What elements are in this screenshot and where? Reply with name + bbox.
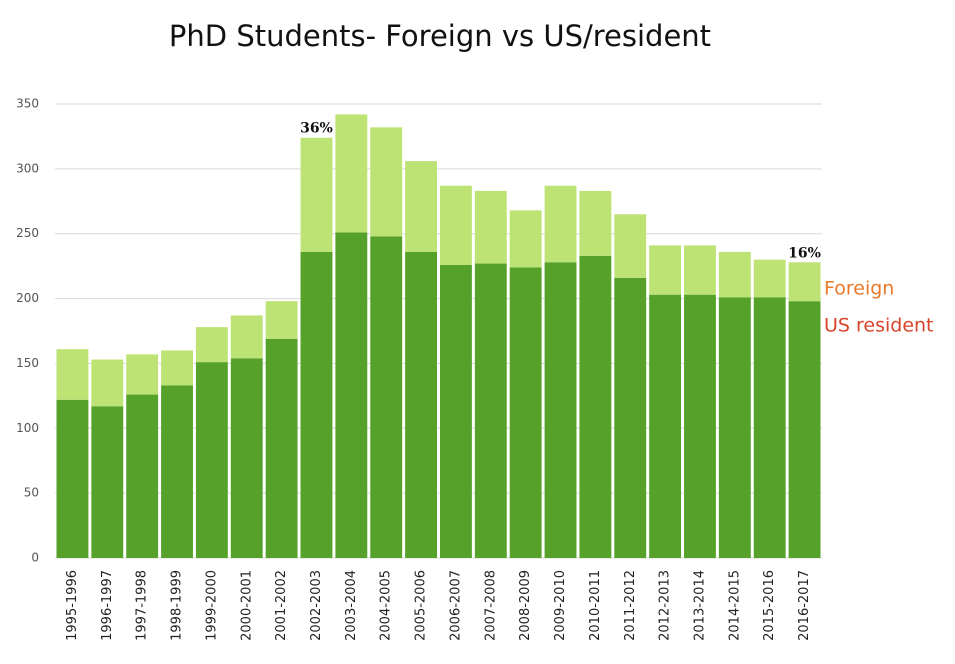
bar-segment xyxy=(91,359,124,407)
bar-segment xyxy=(265,338,298,558)
x-tick-label: 1999-2000 xyxy=(204,570,219,641)
x-tick-label: 1995-1996 xyxy=(65,570,80,641)
bar-segment xyxy=(579,190,612,256)
y-tick-label: 350 xyxy=(16,97,39,111)
x-tick-label: 2014-2015 xyxy=(727,570,742,641)
chart-title: PhD Students- Foreign vs US/resident xyxy=(169,19,711,53)
x-tick-label: 2003-2004 xyxy=(344,570,359,641)
y-tick-label: 0 xyxy=(31,551,39,565)
bar-segment xyxy=(544,185,577,263)
legend-label: US resident xyxy=(824,315,934,337)
y-tick-label: 50 xyxy=(24,486,39,500)
x-tick-label: 2010-2011 xyxy=(588,570,603,641)
bar-segment xyxy=(126,354,159,395)
x-tick-label: 2008-2009 xyxy=(518,570,533,641)
bar-segment xyxy=(718,251,751,298)
x-tick-label: 2015-2016 xyxy=(762,570,777,641)
x-tick-label: 1997-1998 xyxy=(135,570,150,641)
x-tick-label: 2013-2014 xyxy=(692,570,707,641)
bar-segment xyxy=(684,294,716,558)
y-tick-label: 100 xyxy=(16,421,39,435)
bar-segment xyxy=(718,297,751,558)
bar-segment xyxy=(300,137,333,252)
bar-segment xyxy=(684,245,716,295)
x-tick-label: 2006-2007 xyxy=(448,570,463,641)
x-tick-label: 2007-2008 xyxy=(483,570,498,641)
bar-segment xyxy=(649,245,682,295)
bar-segment xyxy=(440,185,472,265)
bar-segment xyxy=(195,362,228,558)
bar-segment xyxy=(405,161,437,252)
x-tick-label: 2011-2012 xyxy=(623,570,638,641)
annotation: 36% xyxy=(300,121,333,137)
x-tick-label: 2004-2005 xyxy=(379,570,394,641)
bar-segment xyxy=(788,262,821,302)
annotation: 16% xyxy=(788,245,821,261)
bar-segment xyxy=(300,251,333,559)
x-tick-label: 2000-2001 xyxy=(239,570,254,641)
bar-segment xyxy=(440,264,472,558)
bar-segment xyxy=(649,294,682,558)
bar-segment xyxy=(753,259,786,298)
y-tick-label: 300 xyxy=(16,161,39,175)
bar-segment xyxy=(335,232,368,558)
bar-segment xyxy=(370,127,403,237)
bar-segment xyxy=(753,297,786,558)
bar-segment xyxy=(161,385,193,558)
y-tick-label: 200 xyxy=(16,291,39,305)
bar-segment xyxy=(265,301,298,339)
x-tick-label: 2012-2013 xyxy=(658,570,673,641)
bar-segment xyxy=(544,262,577,558)
bar-segment xyxy=(91,406,124,558)
x-tick-label: 2009-2010 xyxy=(553,570,568,641)
bar-segment xyxy=(370,236,403,558)
bar-segment xyxy=(509,267,542,558)
x-tick-label: 2002-2003 xyxy=(309,570,324,641)
bar-segment xyxy=(126,394,159,558)
y-tick-label: 150 xyxy=(16,356,39,370)
bar-segment xyxy=(161,350,193,386)
x-tick-label: 2016-2017 xyxy=(797,570,812,641)
bar-segment xyxy=(788,301,821,558)
x-tick-label: 1998-1999 xyxy=(170,570,185,641)
bar-segment xyxy=(579,255,612,558)
bar-segment xyxy=(405,251,437,559)
bar-segment xyxy=(56,399,89,558)
bar-segment xyxy=(474,190,507,264)
bar-segment xyxy=(474,263,507,558)
x-tick-label: 1996-1997 xyxy=(100,570,115,641)
bar-segment xyxy=(230,315,263,359)
bar-segment xyxy=(230,358,263,558)
bar-segment xyxy=(195,327,228,363)
bar-segment xyxy=(509,210,542,268)
bar-segment xyxy=(335,114,368,233)
legend-label: Foreign xyxy=(824,278,894,300)
x-tick-label: 2001-2002 xyxy=(274,570,289,641)
x-tick-label: 2005-2006 xyxy=(414,570,429,641)
y-tick-label: 250 xyxy=(16,226,39,240)
bar-segment xyxy=(614,214,647,278)
bar-segment xyxy=(56,349,89,400)
bar-segment xyxy=(614,277,647,558)
